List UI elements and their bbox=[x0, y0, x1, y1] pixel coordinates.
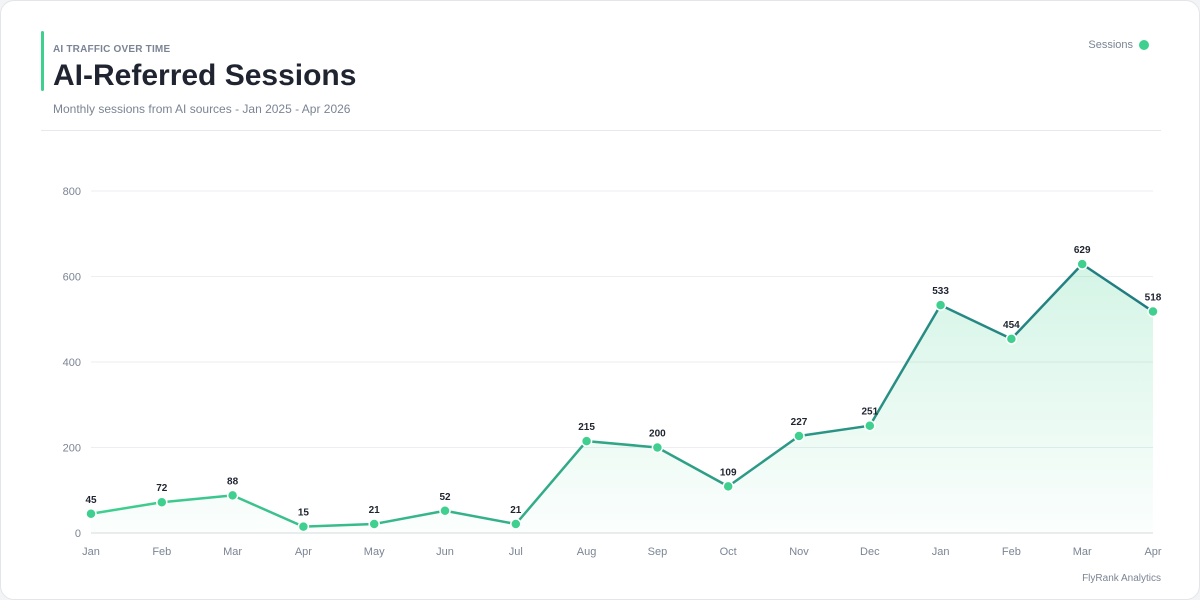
x-tick-label-7: Aug bbox=[577, 546, 597, 558]
x-tick-label-3: Apr bbox=[295, 546, 312, 558]
data-point-8 bbox=[651, 441, 664, 454]
data-point-5 bbox=[439, 505, 451, 517]
data-label-10: 227 bbox=[791, 417, 808, 428]
data-point-13 bbox=[1005, 333, 1018, 345]
data-point-11 bbox=[864, 419, 876, 432]
y-tick-label-0: 0 bbox=[75, 528, 81, 540]
y-tick-label-600: 600 bbox=[63, 272, 81, 284]
x-tick-label-5: Jun bbox=[436, 546, 454, 558]
header-divider bbox=[41, 130, 1161, 131]
sessions-area bbox=[91, 264, 1153, 533]
data-label-14: 629 bbox=[1074, 245, 1091, 256]
data-label-0: 45 bbox=[85, 495, 97, 506]
footer-credit: FlyRank Analytics bbox=[1082, 573, 1161, 584]
data-point-7 bbox=[580, 435, 593, 447]
data-point-12 bbox=[934, 299, 947, 311]
chart-subtitle: Monthly sessions from AI sources - Jan 2… bbox=[53, 102, 351, 116]
data-label-3: 15 bbox=[298, 508, 310, 519]
legend-label-sessions: Sessions bbox=[1088, 39, 1133, 51]
x-tick-label-13: Feb bbox=[1002, 546, 1021, 558]
y-tick-label-400: 400 bbox=[63, 357, 81, 369]
x-tick-label-14: Mar bbox=[1073, 546, 1092, 558]
x-tick-label-11: Dec bbox=[860, 546, 880, 558]
data-point-2 bbox=[226, 489, 239, 502]
x-tick-label-0: Jan bbox=[82, 546, 100, 558]
x-tick-label-8: Sep bbox=[648, 546, 668, 558]
y-tick-label-800: 800 bbox=[63, 186, 81, 198]
y-tick-label-200: 200 bbox=[63, 443, 81, 455]
chart-title: AI-Referred Sessions bbox=[53, 59, 357, 92]
legend-swatch-sessions bbox=[1139, 40, 1149, 50]
sessions-series-line bbox=[89, 262, 1155, 528]
data-label-13: 454 bbox=[1003, 320, 1020, 331]
data-point-9 bbox=[722, 480, 734, 493]
data-point-1 bbox=[156, 496, 168, 508]
data-label-4: 21 bbox=[369, 505, 381, 516]
data-point-6 bbox=[510, 518, 522, 530]
data-label-9: 109 bbox=[720, 467, 737, 478]
chart-eyebrow: AI TRAFFIC OVER TIME bbox=[53, 44, 171, 55]
x-tick-label-9: Oct bbox=[720, 546, 737, 558]
data-label-8: 200 bbox=[649, 429, 666, 440]
x-tick-label-6: Jul bbox=[509, 546, 523, 558]
data-label-2: 88 bbox=[227, 476, 239, 487]
data-label-12: 533 bbox=[932, 286, 949, 297]
data-point-0 bbox=[85, 508, 97, 520]
data-point-3 bbox=[297, 520, 310, 533]
title-accent-bar bbox=[41, 31, 44, 91]
x-tick-label-1: Feb bbox=[152, 546, 171, 558]
data-point-4 bbox=[368, 518, 380, 530]
data-label-7: 215 bbox=[578, 422, 595, 433]
x-tick-label-10: Nov bbox=[789, 546, 809, 558]
data-label-5: 52 bbox=[439, 492, 451, 503]
x-tick-label-4: May bbox=[364, 546, 385, 558]
data-point-14 bbox=[1076, 258, 1088, 270]
data-label-15: 518 bbox=[1145, 293, 1162, 304]
data-label-1: 72 bbox=[156, 483, 168, 494]
data-point-15 bbox=[1147, 305, 1159, 318]
data-point-10 bbox=[793, 430, 805, 442]
x-tick-label-12: Jan bbox=[932, 546, 950, 558]
chart-legend: Sessions bbox=[1088, 39, 1149, 51]
x-tick-label-15: Apr bbox=[1144, 546, 1161, 558]
x-tick-label-2: Mar bbox=[223, 546, 242, 558]
data-label-6: 21 bbox=[510, 505, 522, 516]
data-label-11: 251 bbox=[861, 407, 878, 418]
